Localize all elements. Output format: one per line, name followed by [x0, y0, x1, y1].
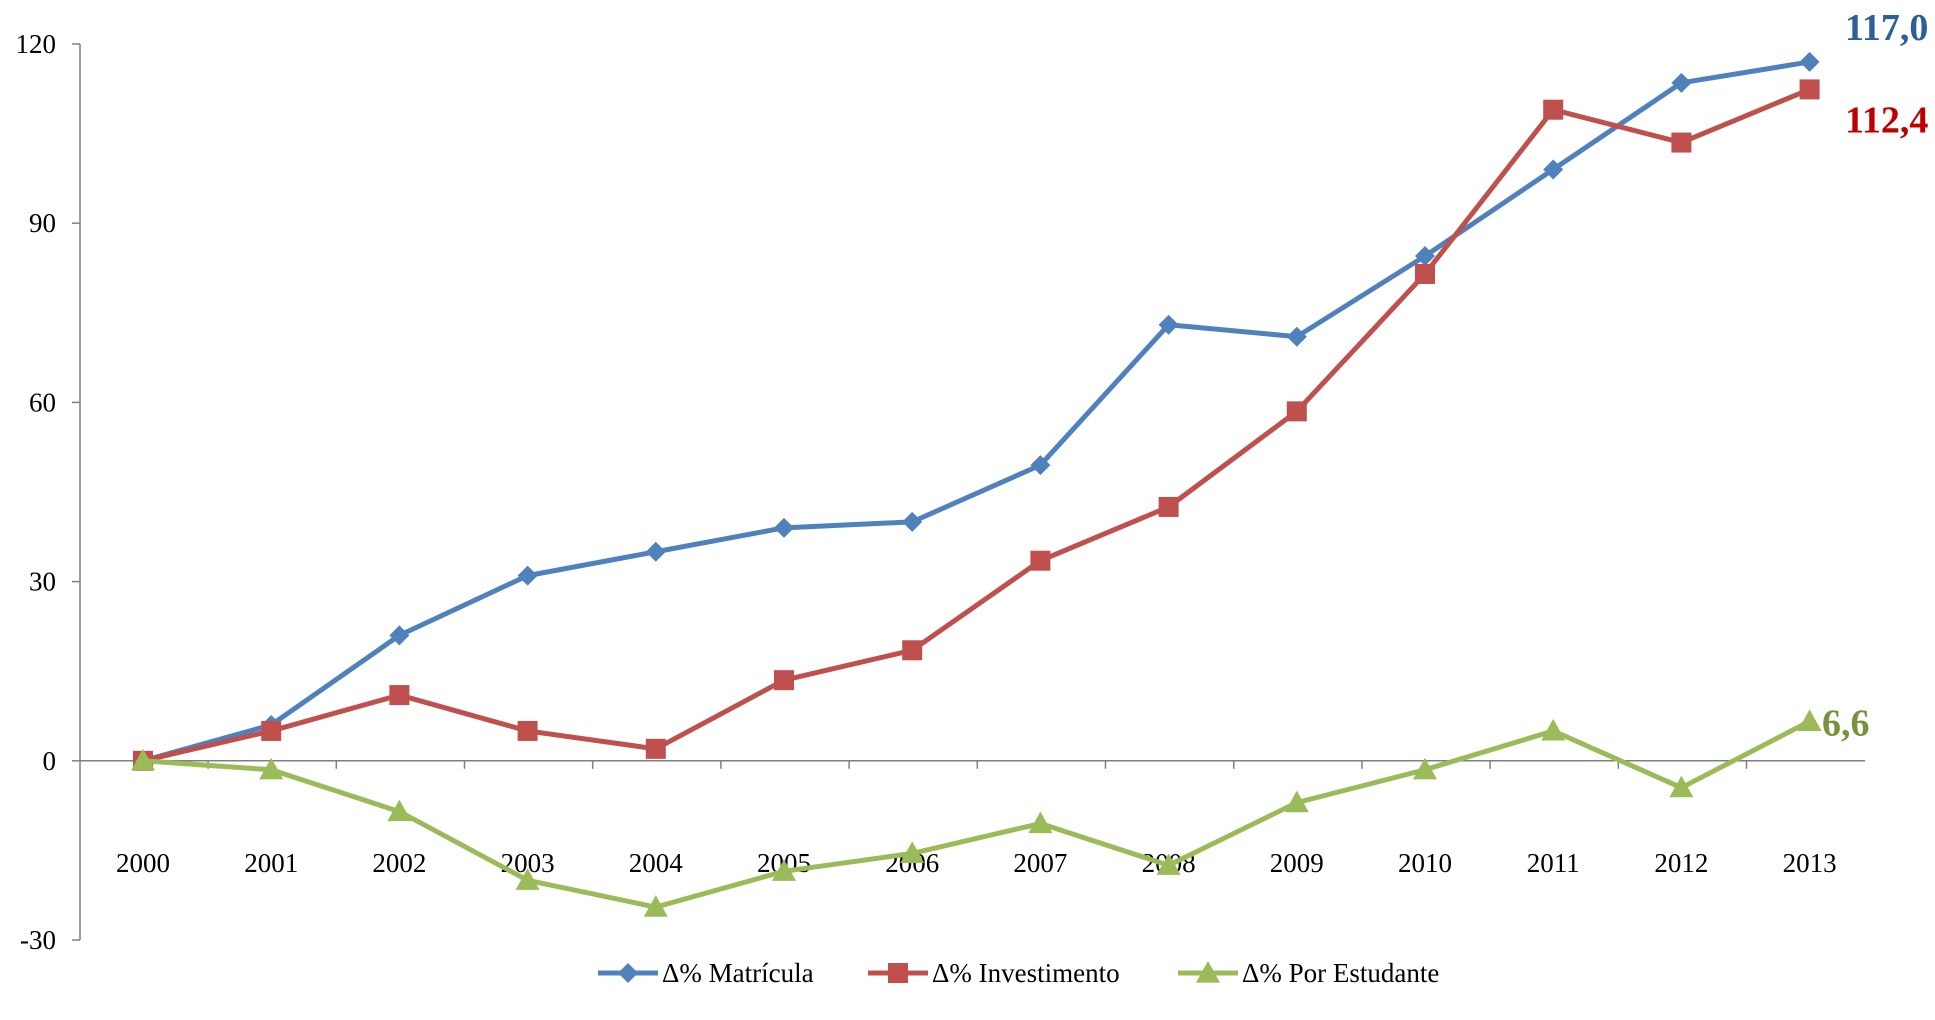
chart-series: [131, 51, 1822, 917]
data-point: [1415, 263, 1435, 284]
y-tick-label: 60: [29, 387, 56, 417]
series-2: [133, 79, 1820, 771]
data-point: [1030, 550, 1051, 571]
legend-label: Δ% Investimento: [932, 958, 1120, 988]
y-tick-label: 0: [43, 746, 57, 776]
data-point: [517, 565, 538, 586]
x-tick-label: 2004: [629, 848, 684, 878]
y-tick-label: 90: [29, 208, 56, 238]
data-point: [515, 868, 540, 890]
data-point: [1543, 159, 1564, 180]
y-tick-label: -30: [20, 925, 56, 955]
x-tick-label: 2000: [116, 848, 170, 878]
data-point: [1543, 99, 1564, 120]
x-tick-label: 2002: [372, 848, 426, 878]
x-tick-label: 2011: [1527, 848, 1580, 878]
data-point: [1415, 246, 1435, 267]
data-point: [389, 685, 410, 706]
data-point: [261, 720, 282, 741]
data-point: [645, 541, 666, 562]
series-1: [133, 51, 1820, 771]
chart-axes: [79, 44, 1865, 940]
legend-marker: [888, 963, 908, 983]
series-3: [131, 709, 1822, 917]
y-axis-ticks: 120 90 60 30 0 -30: [16, 29, 80, 955]
data-point: [774, 670, 794, 691]
legend-marker: [618, 963, 638, 983]
data-point: [389, 625, 410, 646]
data-point: [387, 799, 412, 822]
data-point: [900, 841, 925, 863]
legend-marker: [1196, 961, 1220, 983]
data-point: [517, 720, 538, 741]
data-point: [1669, 775, 1694, 798]
data-point: [643, 895, 668, 917]
data-point: [1030, 455, 1051, 476]
data-point: [1158, 496, 1179, 517]
legend-label: Δ% Matrícula: [662, 958, 814, 988]
data-point: [131, 748, 155, 771]
x-axis-ticks: 2000200120022003200420052006200720082009…: [116, 760, 1837, 878]
data-point: [902, 511, 923, 532]
x-tick-label: 2007: [1013, 848, 1067, 878]
data-point: [1286, 326, 1307, 347]
data-point: [1286, 401, 1307, 422]
data-point: [1671, 132, 1692, 153]
data-point: [1156, 853, 1181, 875]
end-value-label: 117,0: [1845, 7, 1928, 49]
series-end-labels: 117,0 112,4 6,6: [1822, 7, 1928, 744]
data-point: [1671, 72, 1692, 93]
data-point: [1799, 79, 1820, 100]
data-point: [902, 640, 923, 661]
x-tick-label: 2001: [244, 848, 298, 878]
y-tick-label: 30: [29, 567, 56, 597]
x-tick-label: 2013: [1783, 848, 1837, 878]
end-value-label: 112,4: [1845, 99, 1928, 141]
x-tick-label: 2009: [1270, 848, 1324, 878]
data-point: [774, 517, 794, 538]
x-tick-label: 2010: [1398, 848, 1452, 878]
series-line: [142, 87, 1811, 764]
y-tick-label: 120: [16, 29, 57, 59]
data-point: [1158, 314, 1179, 335]
data-point: [1028, 811, 1053, 834]
data-point: [1284, 790, 1309, 813]
data-point: [645, 738, 666, 759]
legend-item: Δ% Matrícula: [598, 958, 814, 988]
series-line: [142, 719, 1811, 910]
series-line: [142, 59, 1811, 764]
data-point: [1413, 757, 1437, 780]
data-point: [1797, 709, 1822, 731]
legend-item: Δ% Por Estudante: [1178, 958, 1439, 988]
x-tick-label: 2012: [1654, 848, 1708, 878]
end-value-label: 6,6: [1822, 702, 1870, 744]
chart-legend: Δ% Matrícula Δ% Investimento Δ% Por Estuda…: [598, 958, 1439, 988]
data-point: [259, 757, 284, 780]
legend-label: Δ% Por Estudante: [1242, 958, 1439, 988]
legend-item: Δ% Investimento: [868, 958, 1120, 988]
data-point: [1541, 718, 1566, 741]
data-point: [772, 859, 796, 881]
data-point: [1799, 51, 1820, 72]
